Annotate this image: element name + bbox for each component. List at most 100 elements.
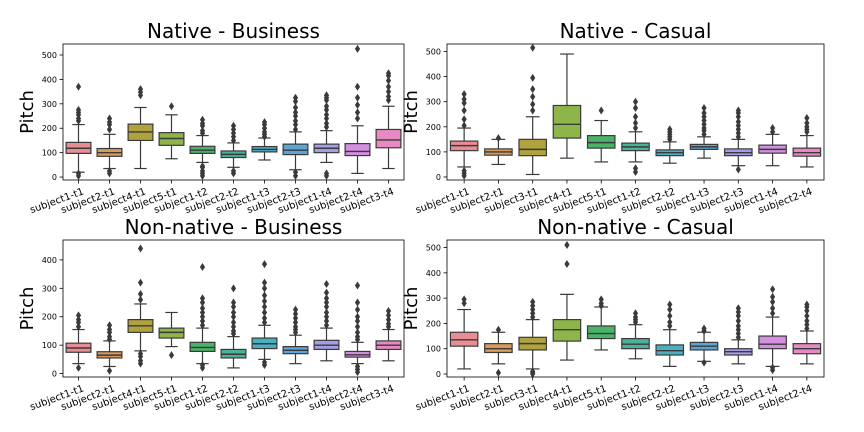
outlier-point: [804, 311, 810, 320]
outlier-point: [75, 82, 82, 91]
outlier-point: [106, 114, 113, 123]
outlier-point: [230, 322, 237, 331]
box-subject3-t4: [375, 69, 402, 170]
y-axis-label: Pitch: [401, 287, 422, 331]
box-iqr: [552, 104, 582, 139]
box-subject2-t1: [96, 114, 123, 178]
outlier-point: [701, 103, 707, 112]
outlier-point: [701, 358, 707, 367]
outlier-point: [530, 297, 536, 306]
outlier-point: [199, 115, 206, 124]
outlier-point: [323, 110, 330, 119]
outlier-point: [261, 308, 268, 317]
outlier-point: [385, 319, 392, 328]
outlier-point: [385, 76, 392, 85]
outlier-point: [385, 307, 392, 316]
outlier-point: [564, 241, 570, 250]
box-subject4-t1: [127, 85, 154, 170]
outlier-point: [137, 244, 144, 253]
outlier-point: [769, 304, 776, 313]
y-tick-label: 100: [426, 345, 441, 354]
outlier-point: [667, 305, 673, 314]
outlier-point: [106, 332, 113, 341]
outlier-point: [354, 101, 361, 110]
outlier-point: [354, 317, 361, 326]
outlier-point: [261, 284, 268, 293]
y-tick-label: 400: [426, 73, 441, 82]
outlier-point: [292, 318, 299, 327]
panel-4: 0100200300400500subject1-t1subject2-t1su…: [401, 215, 825, 413]
outlier-point: [137, 349, 144, 358]
box-subject2-t1: [484, 134, 513, 166]
outlier-point: [598, 106, 604, 115]
y-tick-label: 100: [42, 149, 57, 158]
panel-1: 0100200300400500subject1-t1subject2-t1su…: [17, 19, 405, 216]
y-tick-label: 400: [42, 75, 57, 84]
outlier-point: [230, 318, 237, 327]
box-subject2-t4: [792, 300, 822, 365]
y-tick-label: 100: [426, 148, 441, 157]
outlier-point: [230, 326, 237, 335]
outlier-point: [385, 92, 392, 101]
outlier-point: [137, 278, 144, 287]
outlier-point: [106, 325, 113, 334]
outlier-point: [75, 315, 82, 324]
box-subject1-t3: [251, 260, 278, 370]
outlier-point: [354, 322, 361, 331]
box-subject1-t1: [65, 311, 92, 372]
outlier-point: [735, 165, 741, 174]
outlier-point: [701, 109, 707, 118]
box-subject1-t3: [251, 118, 278, 161]
box-subject1-t2: [189, 263, 216, 372]
outlier-point: [461, 121, 467, 130]
outlier-point: [292, 314, 299, 323]
outlier-point: [199, 321, 206, 330]
box-iqr: [158, 327, 185, 339]
outlier-point: [354, 44, 361, 53]
box-subject3-t1: [518, 297, 547, 378]
y-tick-label: 0: [52, 173, 57, 182]
outlier-point: [735, 316, 741, 325]
box-subject5-t1: [586, 106, 616, 163]
outlier-point: [354, 298, 361, 307]
box-subject1-t4: [758, 124, 787, 167]
outlier-point: [230, 302, 237, 311]
box-iqr: [282, 143, 309, 156]
outlier-point: [530, 100, 536, 109]
outlier-point: [199, 317, 206, 326]
outlier-point: [199, 361, 206, 370]
outlier-point: [667, 300, 673, 309]
outlier-point: [106, 125, 113, 134]
outlier-point: [199, 263, 206, 272]
box-subject1-t3: [689, 103, 719, 159]
outlier-point: [323, 280, 330, 289]
outlier-point: [137, 85, 144, 94]
outlier-point: [292, 305, 299, 314]
outlier-point: [385, 315, 392, 324]
box-subject2-t4: [792, 114, 822, 168]
outlier-point: [735, 304, 741, 313]
outlier-point: [323, 302, 330, 311]
outlier-point: [632, 112, 639, 121]
outlier-point: [75, 322, 82, 331]
outlier-point: [354, 114, 361, 123]
box-subject4-t1: [552, 241, 582, 361]
box-subject2-t4: [344, 281, 371, 377]
outlier-point: [564, 260, 570, 269]
outlier-point: [168, 351, 175, 360]
box-subject2-t2: [220, 284, 247, 369]
outlier-point: [632, 164, 639, 173]
box-subject1-t2: [621, 97, 650, 176]
outlier-point: [735, 117, 741, 126]
y-axis-label: Pitch: [401, 90, 422, 134]
outlier-point: [385, 311, 392, 320]
y-tick-label: 300: [42, 100, 57, 109]
box-subject1-t2: [189, 115, 216, 180]
outlier-point: [667, 125, 673, 134]
outlier-point: [530, 73, 536, 82]
y-tick-label: 100: [42, 341, 57, 350]
outlier-point: [261, 318, 268, 327]
outlier-point: [461, 90, 467, 99]
outlier-point: [75, 363, 82, 372]
